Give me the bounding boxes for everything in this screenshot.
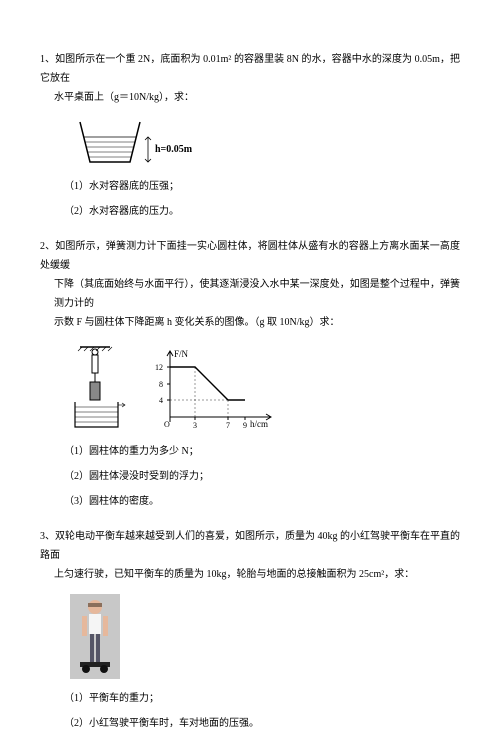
p3-line1: 3、双轮电动平衡车越来越受到人们的喜爱，如图所示，质量为 40kg 的小红驾驶平… [40,527,460,565]
p2-xlabel: h/cm [250,419,268,429]
p3-q2: （2）小红驾驶平衡车时，车对地面的压强。 [40,714,460,733]
problem-3: 3、双轮电动平衡车越来越受到人们的喜爱，如图所示，质量为 40kg 的小红驾驶平… [40,527,460,733]
p2-figure: F/N h/cm 12 8 4 O 3 7 9 [70,342,460,432]
p1-figure: h=0.05m [70,117,460,167]
p3-q1: （1）平衡车的重力； [40,689,460,708]
svg-text:4: 4 [159,396,163,405]
p3-line2: 上匀速行驶，已知平衡车的质量为 10kg，轮胎与地面的总接触面积为 25cm²，… [40,565,460,584]
svg-text:12: 12 [155,363,163,372]
p1-h-label: h=0.05m [155,144,193,155]
svg-text:O: O [164,420,170,429]
svg-text:3: 3 [193,421,197,430]
problem-1: 1、如图所示在一个重 2N，底面积为 0.01m² 的容器里装 8N 的水，容器… [40,50,460,221]
p2-q3: （3）圆柱体的密度。 [40,492,460,511]
p1-line1: 1、如图所示在一个重 2N，底面积为 0.01m² 的容器里装 8N 的水，容器… [40,50,460,88]
svg-text:7: 7 [226,421,230,430]
p2-q2: （2）圆柱体浸没时受到的浮力； [40,467,460,486]
p2-ylabel: F/N [174,349,189,359]
p2-line2: 下降（其底面始终与水面平行），使其逐渐浸没入水中某一深度处，如图是整个过程中，弹… [40,275,460,313]
svg-text:8: 8 [159,380,163,389]
p1-q1: （1）水对容器底的压强； [40,177,460,196]
p1-q2: （2）水对容器底的压力。 [40,202,460,221]
problem-2: 2、如图所示，弹簧测力计下面挂一实心圆柱体，将圆柱体从盛有水的容器上方离水面某一… [40,237,460,511]
p2-line3: 示数 F 与圆柱体下降距离 h 变化关系的图像。（g 取 10N/kg）求： [40,313,460,332]
p3-figure [70,594,460,679]
p2-line1: 2、如图所示，弹簧测力计下面挂一实心圆柱体，将圆柱体从盛有水的容器上方离水面某一… [40,237,460,275]
svg-text:9: 9 [243,421,247,430]
p1-line2: 水平桌面上（g＝10N/kg），求： [40,88,460,107]
p2-q1: （1）圆柱体的重力为多少 N； [40,442,460,461]
